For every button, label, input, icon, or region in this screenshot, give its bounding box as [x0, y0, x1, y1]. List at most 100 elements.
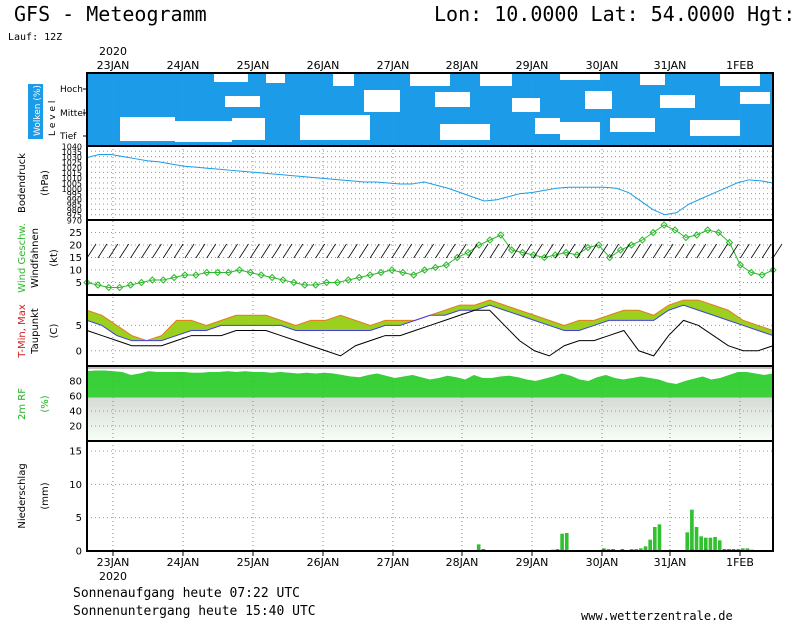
- rain-bar: [657, 524, 662, 551]
- rain-bar: [476, 544, 481, 551]
- y-tick-label: 1040: [62, 143, 82, 152]
- wind-barb: [511, 243, 522, 259]
- wind-speed-point: [409, 271, 418, 279]
- date-label-top: 30JAN: [586, 59, 619, 72]
- date-label-top: 28JAN: [446, 59, 479, 72]
- y-tick-label: 25: [69, 228, 82, 239]
- wind-speed-point: [507, 246, 516, 254]
- wind-speed-point: [464, 248, 472, 257]
- cloud-gap: [640, 73, 665, 85]
- tmin-series: [86, 304, 774, 342]
- wind-barb: [674, 243, 685, 259]
- wind-barb: [119, 243, 130, 259]
- wind-barb: [282, 243, 293, 259]
- wind-barb: [228, 243, 238, 259]
- wind-barb: [162, 243, 173, 259]
- wind-barb: [652, 243, 663, 259]
- wind-speed-point: [682, 233, 690, 242]
- wind-barb: [206, 243, 217, 259]
- wind-barb: [587, 243, 598, 259]
- wind-barb: [576, 243, 587, 259]
- rain-bar: [643, 546, 648, 551]
- rain-bar: [699, 536, 703, 551]
- wind-barb: [707, 243, 718, 259]
- wind-barb: [424, 243, 434, 259]
- y-tick-label: 10: [69, 480, 82, 491]
- wind-speed-point: [105, 283, 113, 292]
- wind-barb: [380, 243, 391, 259]
- wind-barb: [326, 243, 336, 259]
- date-label-bottom: 1FEB: [726, 556, 754, 569]
- wind-barb: [543, 243, 554, 259]
- y-tick-label: 1025: [62, 158, 82, 167]
- model-run: Lauf: 12Z: [8, 32, 63, 43]
- y-tick-label: 1005: [62, 180, 82, 189]
- page-title: GFS - Meteogramm: [14, 2, 207, 26]
- wind-barb: [641, 243, 652, 259]
- wind-barb: [130, 243, 140, 259]
- cloud-gap: [225, 96, 260, 107]
- wind-barb: [347, 243, 358, 259]
- cloud-gap: [512, 98, 540, 112]
- cloud-label-box: [28, 84, 43, 139]
- wind-speed-point: [562, 248, 570, 257]
- wind-barb: [533, 243, 543, 259]
- wind-speed-point: [301, 281, 309, 289]
- cloud-gap: [214, 73, 248, 82]
- cloud-gap: [300, 115, 370, 140]
- wind-barb: [151, 243, 162, 259]
- wind-barb: [413, 243, 424, 259]
- y-tick-label: 1030: [62, 153, 82, 162]
- y-tick-label: 5: [76, 513, 82, 524]
- y-tick-label: 60: [69, 392, 82, 403]
- wind-barb: [598, 243, 609, 259]
- sunset-text: Sonnenuntergang heute 15:40 UTC: [73, 604, 316, 619]
- wind-speed-point: [126, 281, 135, 289]
- wind-barb: [358, 243, 369, 259]
- y-tick-label: 0: [76, 547, 82, 558]
- date-label-top: 25JAN: [237, 59, 270, 72]
- wind-barb: [718, 243, 728, 259]
- y-tick-label: 40: [69, 407, 82, 418]
- wind-barb: [467, 243, 478, 259]
- cloud-gap: [535, 118, 560, 134]
- wind-barb: [500, 243, 511, 259]
- wind-speed-point: [693, 231, 701, 239]
- wind-speed-point: [747, 268, 755, 277]
- wind-speed-point: [388, 266, 396, 274]
- temperature-yunit: (C): [49, 324, 60, 339]
- wind-barb: [696, 243, 707, 259]
- y-tick-label: 970: [67, 217, 82, 226]
- wind-barb: [249, 243, 260, 259]
- pressure-yunit: (hPa): [40, 170, 51, 196]
- wind-speed-point: [148, 276, 157, 284]
- date-label-bottom: 30JAN: [586, 556, 619, 569]
- wind-speed-point: [213, 268, 222, 277]
- rh-yunit: (%): [40, 395, 51, 412]
- rain-bar: [717, 540, 722, 551]
- sunrise-text: Sonnenaufgang heute 07:22 UTC: [73, 586, 300, 601]
- wind-speed-point: [203, 268, 211, 277]
- cloud-gap: [435, 92, 470, 107]
- y-tick-label: 15: [69, 447, 82, 458]
- wind-speed-point: [279, 276, 287, 284]
- wind-speed-point: [290, 278, 298, 287]
- wind-barb: [184, 243, 195, 259]
- y-tick-label: 1035: [62, 148, 82, 157]
- wind-barb: [195, 243, 206, 259]
- wind-barb: [609, 243, 620, 259]
- pressure-series: [86, 153, 774, 216]
- wind-speed-point: [714, 228, 723, 237]
- cloud-gap: [364, 90, 400, 112]
- cloud-gap: [480, 73, 512, 86]
- rh-top-mask: [87, 369, 773, 384]
- wind-speed-point: [257, 271, 265, 279]
- cloud-gap: [560, 122, 600, 140]
- wind-speed-point: [616, 246, 625, 254]
- wind-speed-point: [311, 281, 320, 289]
- rain-bar: [639, 548, 643, 551]
- wind-barb: [304, 243, 315, 259]
- wind-speed-point: [181, 271, 189, 279]
- cloud-gap: [410, 73, 450, 86]
